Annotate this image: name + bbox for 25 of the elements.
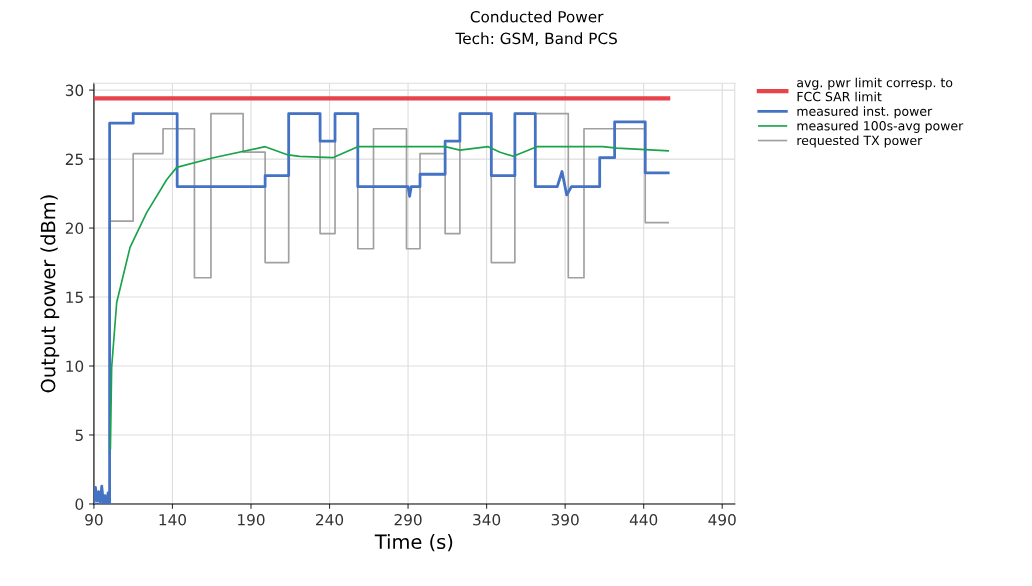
x-tick-label: 290	[394, 513, 422, 526]
line-series	[109, 145, 670, 450]
x-tick-label: 140	[159, 513, 187, 526]
y-axis-title: Output power (dBm)	[40, 195, 60, 393]
legend-label: measured 100s-avg power	[797, 120, 964, 133]
y-tick-label: 30	[65, 84, 84, 97]
x-tick-label: 440	[629, 513, 658, 526]
legend-label: measured inst. power	[797, 106, 933, 119]
y-tick-label: 20	[65, 222, 84, 235]
y-tick-label: 10	[66, 360, 84, 373]
chart-title: Conducted Power	[470, 10, 604, 23]
y-tick-label: 0	[75, 498, 84, 510]
legend-label: requested TX power	[797, 135, 923, 148]
x-tick-label: 390	[551, 513, 579, 526]
y-tick-label: 15	[66, 291, 83, 304]
chart-subtitle: Tech: GSM, Band PCS	[455, 32, 617, 46]
x-axis-title: Time (s)	[374, 534, 453, 552]
x-tick-label: 240	[316, 513, 344, 526]
x-tick-label: 90	[85, 513, 103, 526]
x-tick-label: 490	[708, 513, 736, 526]
line-series	[93, 112, 670, 504]
x-tick-label: 190	[238, 513, 265, 526]
y-tick-label: 25	[65, 153, 83, 166]
x-tick-label: 340	[473, 513, 501, 526]
y-tick-label: 5	[75, 429, 83, 442]
